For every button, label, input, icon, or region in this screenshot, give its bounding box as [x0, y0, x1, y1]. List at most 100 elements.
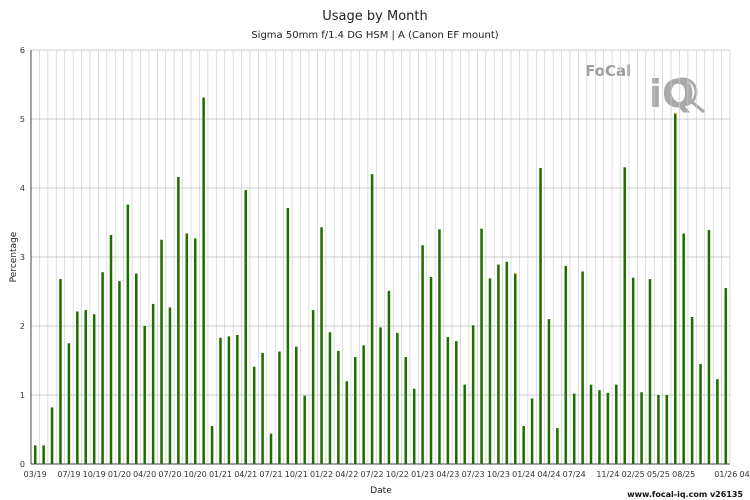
y-tick-labels: 0 1 2 3 4 5 6 — [20, 46, 25, 469]
bar — [320, 227, 323, 464]
y-tick-label: 2 — [20, 322, 25, 331]
logo-focal-text: FoCal — [585, 62, 631, 80]
bar — [438, 229, 441, 464]
bar — [682, 233, 685, 464]
x-tick-label: 03/19 — [24, 470, 47, 479]
x-tick-label: 04/23 — [436, 470, 459, 479]
chart-subtitle: Sigma 50mm f/1.4 DG HSM | A (Canon EF mo… — [251, 30, 498, 41]
bar — [50, 407, 54, 464]
bar — [404, 357, 408, 464]
bar — [673, 113, 677, 464]
bar — [564, 265, 568, 464]
bar — [412, 388, 416, 464]
bar — [135, 273, 138, 464]
x-axis-label: Date — [370, 486, 392, 496]
bar — [252, 366, 256, 464]
bar — [513, 273, 517, 464]
y-tick-label: 5 — [20, 115, 25, 124]
bar — [278, 351, 281, 464]
bar — [387, 290, 391, 464]
bar — [463, 384, 466, 464]
x-tick-label: 10/20 — [184, 470, 207, 479]
bar — [581, 271, 584, 464]
x-tick-label: 01/21 — [209, 470, 232, 479]
axes — [30, 50, 730, 465]
bar — [522, 426, 525, 464]
bar — [606, 392, 610, 464]
grid-lines — [30, 49, 731, 465]
footer-credit: www.focal-iq.com v26135 — [627, 490, 743, 499]
bar — [160, 239, 163, 464]
bar — [556, 428, 559, 464]
bar — [488, 278, 492, 464]
bar — [84, 310, 88, 464]
bar — [421, 245, 424, 464]
bar — [530, 398, 534, 464]
bar — [143, 326, 146, 464]
bar — [244, 190, 248, 464]
logo-lens-handle — [691, 100, 705, 114]
bar — [572, 393, 576, 464]
bar — [589, 384, 593, 464]
bar — [429, 277, 433, 464]
bar — [59, 279, 62, 464]
bar — [724, 288, 728, 464]
bar — [118, 281, 121, 464]
watermark-logo: FoCal iQ — [585, 62, 705, 116]
bar — [471, 325, 475, 464]
bar — [699, 363, 702, 464]
x-tick-labels: 03/19 07/19 10/19 01/20 04/20 07/20 10/20 01/21… — [24, 470, 750, 479]
bar — [640, 392, 643, 464]
bar — [353, 357, 357, 464]
bar — [598, 390, 601, 464]
bar — [193, 238, 197, 464]
bar — [168, 307, 172, 464]
bar — [295, 346, 298, 464]
x-tick-label: 01/23 — [411, 470, 434, 479]
bar — [261, 352, 264, 464]
x-tick-label: 07/19 — [57, 470, 80, 479]
x-tick-label: 01/22 — [310, 470, 333, 479]
bar — [311, 310, 315, 464]
x-tick-label: 04/22 — [335, 470, 358, 479]
bar — [151, 303, 155, 464]
x-tick-label: 04/26 — [740, 470, 750, 479]
bar — [623, 167, 626, 465]
bar — [109, 234, 113, 464]
bar — [177, 176, 180, 464]
bar — [337, 350, 340, 464]
bar — [648, 279, 652, 464]
bar — [345, 381, 349, 464]
x-tick-label: 08/25 — [672, 470, 695, 479]
x-tick-label: 01/20 — [108, 470, 131, 479]
bar — [42, 445, 45, 464]
bar — [236, 334, 239, 464]
x-tick-label: 07/20 — [158, 470, 181, 479]
bar — [505, 261, 509, 464]
bar — [690, 317, 694, 464]
y-tick-label: 4 — [20, 184, 25, 193]
x-tick-label: 11/24 — [596, 470, 619, 479]
bar — [33, 445, 37, 464]
bar — [539, 167, 542, 465]
bar — [362, 345, 365, 464]
bar — [497, 264, 500, 464]
bar — [92, 314, 96, 464]
bar — [480, 228, 483, 464]
bar — [202, 97, 205, 465]
bar — [665, 395, 669, 464]
y-tick-label: 6 — [20, 46, 25, 55]
bar — [76, 311, 79, 464]
bar — [126, 204, 130, 464]
x-tick-label: 10/22 — [386, 470, 409, 479]
bar — [370, 174, 374, 464]
x-tick-label: 07/23 — [462, 470, 485, 479]
bar — [101, 272, 104, 464]
bar — [328, 332, 332, 464]
bar — [657, 395, 660, 464]
x-tick-label: 04/21 — [234, 470, 257, 479]
bar — [716, 379, 719, 464]
x-tick-label: 04/20 — [133, 470, 156, 479]
bar — [185, 233, 189, 464]
